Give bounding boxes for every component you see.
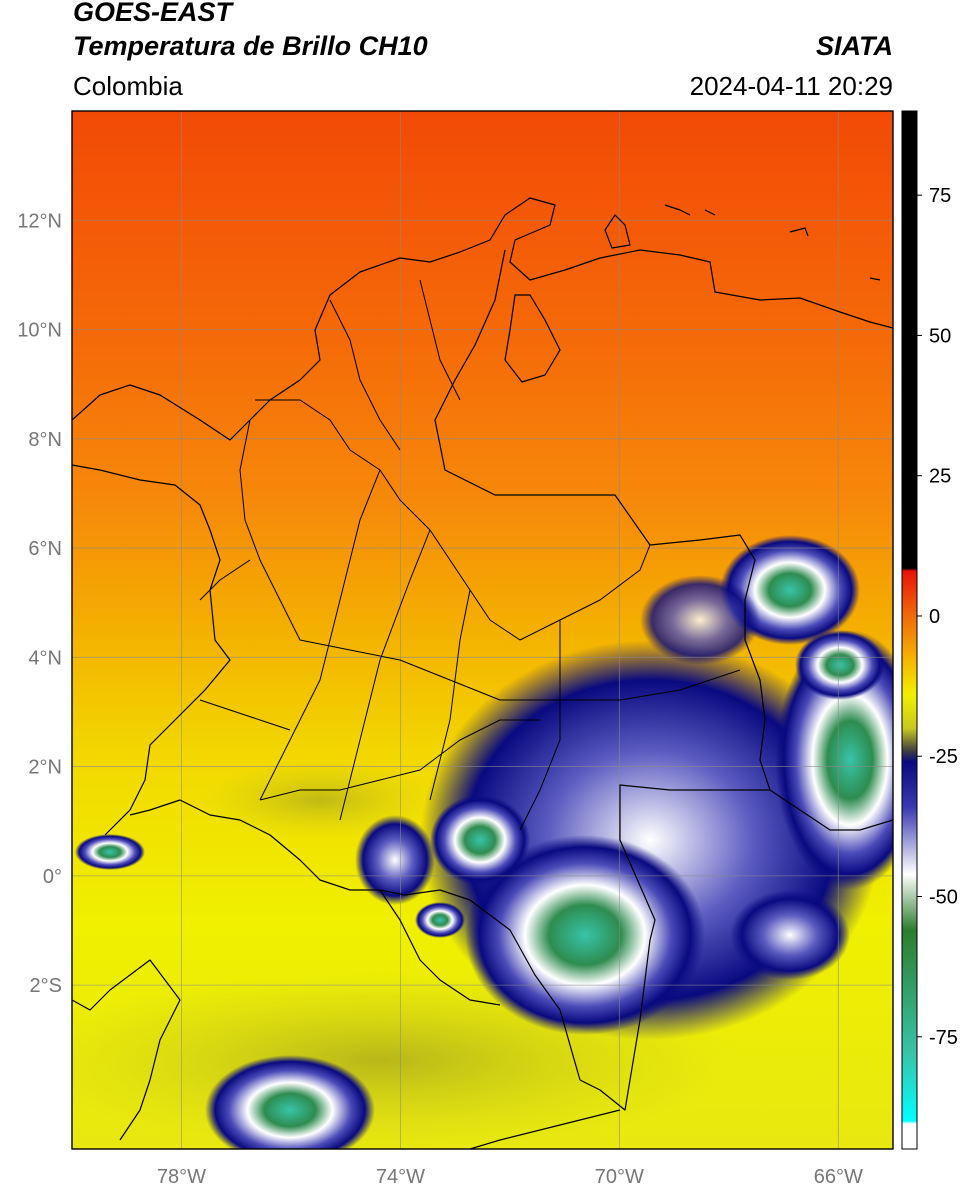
timestamp-label: 2024-04-11 20:29 <box>689 71 893 101</box>
lat-tick-label: 6°N <box>28 538 62 560</box>
colorbar-tick-label: 25 <box>929 466 951 488</box>
islands <box>604 204 881 281</box>
colorbar-tick-label: 50 <box>929 325 951 347</box>
lat-tick-label: 2°N <box>28 757 62 779</box>
title-line-2: Temperatura de Brillo CH10 <box>73 31 428 61</box>
coastline-caribbean <box>72 197 893 441</box>
map-frame <box>71 110 894 1150</box>
lon-tick-label: 70°W <box>595 1166 644 1188</box>
gridlines <box>72 111 893 1149</box>
colorbar-tick-label: -75 <box>929 1027 958 1049</box>
coastline-peru <box>72 959 181 1141</box>
colorbar-tick-label: 0 <box>929 606 940 628</box>
coastline-maracaibo <box>504 294 561 383</box>
colorbar <box>901 110 918 1150</box>
title-line-1: GOES-EAST <box>73 0 233 27</box>
boundaries <box>72 197 893 1149</box>
brightness-temperature-field <box>72 111 893 1149</box>
border-peru-brazil <box>469 1109 621 1149</box>
longitude-tick-labels: 78°W 74°W 70°W 66°W <box>157 1166 863 1188</box>
coastline-pacific <box>72 464 231 836</box>
region-label: Colombia <box>73 71 183 101</box>
lat-tick-label: 0° <box>43 866 62 888</box>
border-colombia-brazil <box>579 784 770 1111</box>
lat-tick-label: 8°N <box>28 429 62 451</box>
colorbar-tick-label: -25 <box>929 746 958 768</box>
lat-tick-label: 12°N <box>17 210 62 232</box>
colorbar-tick-label: 75 <box>929 185 951 207</box>
lat-tick-label: 2°S <box>30 975 62 997</box>
internal-departments <box>199 279 741 831</box>
lat-tick-label: 10°N <box>17 320 62 342</box>
border-colombia-peru-ecuador <box>129 799 581 1081</box>
lat-tick-label: 4°N <box>28 647 62 669</box>
lon-tick-label: 74°W <box>376 1166 425 1188</box>
agency-label: SIATA <box>816 31 893 61</box>
latitude-tick-labels: 12°N 10°N 8°N 6°N 4°N 2°N 0° 2°S <box>17 210 62 997</box>
lon-tick-label: 66°W <box>814 1166 863 1188</box>
lon-tick-label: 78°W <box>157 1166 206 1188</box>
border-ecuador-peru <box>379 889 501 1006</box>
colorbar-tick-label: -50 <box>929 887 958 909</box>
border-venezuela-brazil <box>769 789 893 831</box>
colorbar-ticks: 75 50 25 0 -25 -50 -75 <box>917 185 958 1049</box>
